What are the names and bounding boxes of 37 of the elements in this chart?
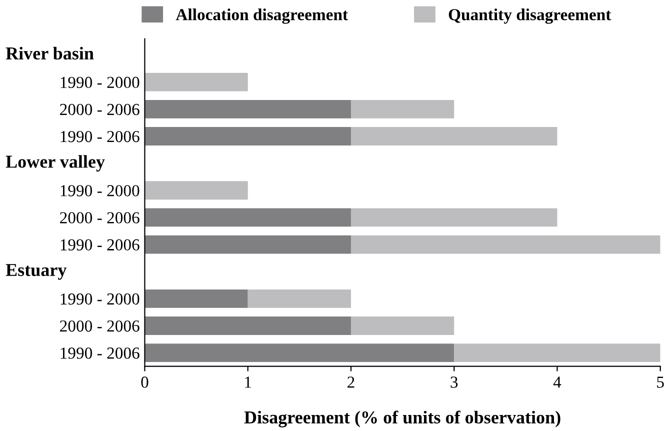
bar	[144, 72, 248, 92]
y-tick-label: 2000 - 2006	[60, 212, 140, 224]
x-tick-label: 5	[657, 376, 664, 388]
text: Estuary	[6, 264, 67, 280]
bar	[144, 181, 248, 200]
y-tick-label: 1990 - 2006	[60, 239, 140, 250]
legend-label: Allocation disagreement	[176, 8, 348, 24]
bar	[144, 100, 351, 118]
y-tick-label: 1990 - 2000	[60, 293, 140, 305]
y-tick-label: 1990 - 2000	[60, 185, 140, 196]
y-tick-label: 1990 - 2000	[60, 76, 140, 88]
x-tick-label: 0	[141, 376, 148, 388]
bar	[350, 100, 454, 118]
x-tick-label: 4	[553, 376, 562, 388]
bar	[144, 127, 351, 146]
bar	[144, 344, 454, 362]
bar	[454, 344, 660, 362]
bar	[144, 289, 248, 308]
x-tick-label: 2	[348, 376, 354, 388]
bar	[144, 208, 351, 227]
x-axis-title: Disagreement (% of units of observation)	[244, 410, 560, 428]
y-tick-label: 2000 - 2006	[60, 104, 140, 116]
text: Lower valley	[6, 155, 105, 172]
legend-label: Quantity disagreement	[448, 8, 612, 24]
bar	[350, 127, 558, 146]
bar	[144, 235, 351, 254]
bar	[350, 316, 454, 335]
y-tick-label: 1990 - 2006	[60, 348, 140, 359]
bar	[248, 289, 351, 308]
x-tick-label: 1	[245, 376, 252, 388]
text: River basin	[6, 46, 94, 60]
y-tick-label: 1990 - 2006	[60, 130, 140, 142]
y-tick-label: 2000 - 2006	[60, 320, 140, 332]
bar	[350, 235, 660, 254]
bar	[350, 208, 558, 227]
bar	[144, 316, 351, 335]
x-tick-label: 3	[450, 376, 458, 388]
